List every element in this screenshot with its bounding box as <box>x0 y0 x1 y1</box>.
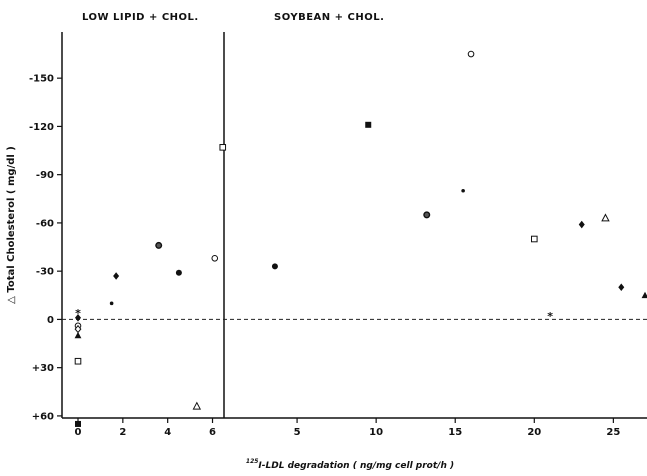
data-point-star: * <box>547 310 553 323</box>
data-point-diamond <box>578 220 585 229</box>
data-point-triangle-open <box>192 401 202 410</box>
y-tick-label: +30 <box>32 363 54 374</box>
x-tick-label: 20 <box>527 427 541 438</box>
y-tick-label: -120 <box>29 122 54 133</box>
data-point-diamond <box>618 283 625 292</box>
data-point-square-open <box>530 235 538 243</box>
x-tick-label: 2 <box>119 427 126 438</box>
x-tick-label: 25 <box>606 427 620 438</box>
data-point-circle-filled <box>271 263 278 270</box>
x-tick-label: 0 <box>75 427 82 438</box>
data-point-circle-open <box>467 50 475 58</box>
data-point-square-open <box>74 357 82 365</box>
y-axis-label: △ Total Cholesterol ( mg/dl ) <box>6 146 17 304</box>
x-axis-label-superscript: 125 <box>246 458 259 465</box>
data-point-triangle-open <box>601 213 610 222</box>
data-points: * * <box>74 50 647 427</box>
y-tick-label: 0 <box>47 315 54 326</box>
y-tick-label: -60 <box>36 218 54 229</box>
y-tick-label: -150 <box>29 74 54 85</box>
data-point-triangle-filled <box>641 291 647 299</box>
x-axis-label: 125I-LDL degradation ( ng/mg cell prot/h… <box>246 458 454 471</box>
data-point-circle-ring <box>423 211 431 219</box>
data-point-circle-open <box>211 254 219 262</box>
panel-title-soybean: SOYBEAN + CHOL. <box>274 12 384 23</box>
x-tick-label: 5 <box>294 427 301 438</box>
data-point-small-dot <box>461 188 465 193</box>
data-point-triangle-filled <box>74 331 82 339</box>
data-point-square-filled <box>75 420 81 427</box>
y-tick-label: +60 <box>32 411 54 422</box>
data-point-circle-filled <box>175 269 182 276</box>
data-point-diamond <box>75 314 81 322</box>
data-point-diamond <box>113 272 120 280</box>
axes: -150 -120 -90 -60 -30 0 +30 +60 0 2 4 6 5 10 15 20 25 <box>29 32 647 438</box>
data-point-circle-ring <box>155 241 163 249</box>
data-point-square-open <box>219 144 227 151</box>
y-tick-label: -90 <box>36 170 54 181</box>
data-point-star: * <box>75 307 81 320</box>
x-tick-label: 6 <box>209 427 216 438</box>
x-tick-label: 10 <box>369 427 383 438</box>
x-tick-label: 4 <box>164 427 171 438</box>
x-axis-label-text: I-LDL degradation ( ng/mg cell prot/h ) <box>258 461 454 471</box>
data-point-small-dot <box>109 301 114 306</box>
y-tick-label: -30 <box>36 267 54 278</box>
data-point-square-filled <box>365 121 372 128</box>
panel-title-low-lipid: LOW LIPID + CHOL. <box>82 12 199 23</box>
x-tick-label: 15 <box>448 427 462 438</box>
